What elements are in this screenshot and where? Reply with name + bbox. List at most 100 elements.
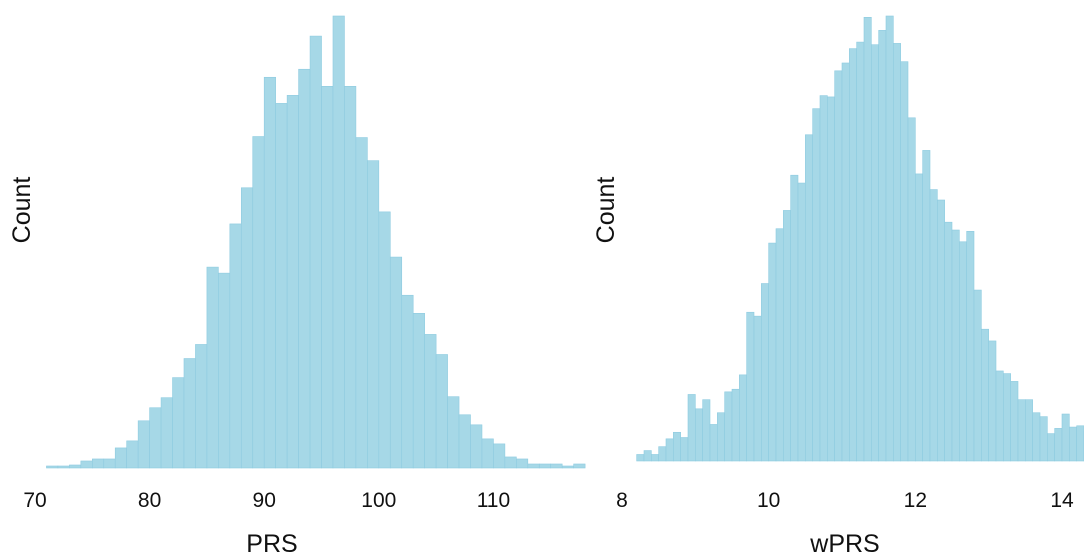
prs-histogram-bar	[470, 424, 483, 469]
prs-histogram-bar	[435, 354, 448, 469]
wprs-histogram-bar	[849, 48, 857, 462]
wprs-histogram-bar	[768, 242, 777, 462]
wprs-histogram-bar	[643, 450, 652, 462]
wprs-histogram-bar	[665, 438, 674, 462]
wprs-histogram-bar	[673, 431, 681, 462]
prs-histogram-bar	[321, 86, 334, 469]
wprs-histogram-bar	[695, 408, 703, 462]
prs-histogram-bar	[516, 458, 529, 469]
prs-histogram-bar	[447, 396, 460, 469]
wprs-histogram-bar	[878, 30, 887, 462]
wprs-histogram-bar	[1039, 416, 1048, 462]
wprs-histogram-bar	[959, 241, 967, 462]
prs-histogram-bar	[275, 103, 288, 469]
wprs-histogram-bar	[951, 229, 960, 462]
wprs-histogram-bar	[1010, 381, 1019, 462]
wprs-histogram-bar	[871, 44, 879, 462]
wprs-histogram-bar	[885, 15, 894, 462]
wprs-histogram-bar	[1017, 399, 1026, 462]
wprs-x-tick-label: 8	[616, 489, 628, 512]
prs-histogram-bar	[389, 256, 403, 469]
prs-histogram-bar	[206, 266, 219, 469]
prs-histogram-bar	[218, 272, 231, 469]
prs-histogram-bar	[332, 15, 345, 469]
wprs-histogram-bar	[929, 189, 938, 462]
wprs-histogram-bar	[1025, 399, 1033, 462]
wprs-histogram-bar	[981, 328, 989, 462]
wprs-histogram-bar	[995, 370, 1004, 462]
prs-histogram-bar	[286, 95, 299, 469]
prs-x-axis-label: PRS	[246, 530, 297, 557]
wprs-histogram-bar	[731, 388, 740, 462]
wprs-histogram-bar	[863, 16, 872, 462]
prs-histogram-bar	[298, 68, 311, 469]
wprs-x-tick-label: 12	[904, 489, 927, 512]
prs-histogram-bar	[344, 86, 357, 469]
prs-histogram-bar	[172, 377, 185, 469]
prs-y-axis-label: Count	[8, 177, 36, 244]
wprs-histogram-bar	[841, 62, 850, 462]
wprs-histogram-bar	[988, 340, 997, 462]
wprs-histogram-bar	[1069, 426, 1077, 462]
prs-histogram-bar	[561, 465, 574, 469]
prs-histogram-bar	[573, 463, 586, 469]
wprs-histogram-bar	[1032, 412, 1041, 462]
wprs-histogram-bar	[915, 173, 923, 462]
prs-histogram-bar	[149, 407, 162, 469]
wprs-histogram-bar	[687, 394, 696, 462]
wprs-histogram-bar	[709, 424, 718, 462]
wprs-histogram-bar	[775, 228, 784, 462]
prs-histogram-bar	[57, 465, 70, 469]
wprs-histogram-panel: 8 10 12 14 wPRS Count	[592, 15, 1084, 557]
prs-histogram-bar	[527, 463, 540, 469]
wprs-histogram-bar	[856, 41, 865, 462]
wprs-histogram-bar	[834, 70, 843, 462]
wprs-histogram-bar	[812, 108, 821, 462]
wprs-histogram-bar	[922, 150, 931, 462]
wprs-histogram-bar	[739, 374, 747, 462]
wprs-histogram-bar	[973, 289, 982, 462]
wprs-histogram-bar	[797, 182, 806, 462]
prs-histogram-panel: 70 80 90 100 110 PRS Count	[8, 15, 586, 557]
prs-histogram-bar	[401, 294, 414, 469]
wprs-histogram-bar	[805, 134, 813, 462]
wprs-histogram-bar	[1076, 425, 1084, 462]
wprs-histogram-bar	[1003, 373, 1011, 462]
prs-histogram-bar	[550, 463, 563, 469]
wprs-histogram-bar	[680, 437, 689, 462]
prs-histogram-bar	[481, 438, 494, 469]
wprs-histogram-bar	[702, 399, 711, 462]
wprs-histogram-bar	[1054, 428, 1063, 462]
prs-histogram-bar	[126, 440, 139, 469]
wprs-histogram-bar	[907, 117, 916, 462]
prs-histogram-bar	[424, 334, 437, 469]
wprs-x-tick-label: 10	[757, 489, 780, 512]
prs-histogram-bar	[137, 420, 150, 469]
wprs-histogram-bar	[900, 61, 909, 462]
wprs-histogram-bar	[724, 391, 733, 462]
wprs-histogram-bar	[636, 454, 645, 462]
prs-histogram-bar	[80, 460, 93, 469]
prs-histogram-bar	[69, 464, 82, 469]
prs-histogram-bar	[538, 463, 552, 469]
prs-histogram-bar	[493, 443, 506, 469]
prs-histogram-bar	[240, 187, 254, 469]
prs-histogram-bar	[355, 137, 368, 469]
prs-x-tick-label: 90	[253, 489, 276, 512]
wprs-histogram-bar	[937, 199, 945, 462]
wprs-histogram-bar	[783, 210, 791, 462]
wprs-histogram-bar	[651, 454, 659, 462]
wprs-histogram-bar	[717, 412, 725, 462]
prs-histogram-bar	[229, 223, 242, 469]
prs-histogram-bar	[367, 160, 380, 469]
wprs-histogram-bar	[753, 315, 762, 462]
wprs-histogram-bar	[658, 446, 667, 462]
prs-histogram-bar	[46, 465, 59, 469]
wprs-y-axis-label: Count	[592, 177, 620, 244]
prs-histogram-bar	[412, 313, 425, 469]
prs-histogram-bar	[183, 358, 196, 469]
wprs-histogram-bar	[1061, 413, 1070, 462]
prs-histogram-bar	[160, 397, 173, 469]
